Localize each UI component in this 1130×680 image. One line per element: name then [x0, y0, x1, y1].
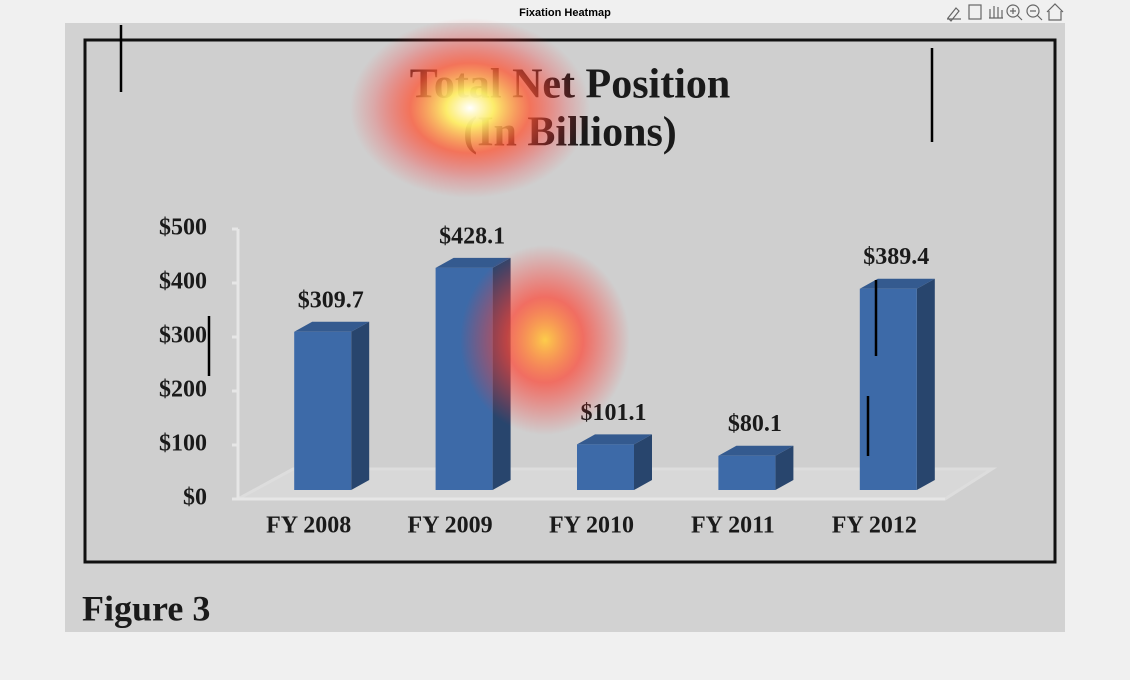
- caption: Figure 3: [82, 588, 210, 628]
- y-tick-label: $0: [183, 485, 207, 511]
- bar-side: [351, 321, 370, 490]
- edit-tool[interactable]: [947, 7, 961, 22]
- x-tick-label: FY 2008: [266, 513, 351, 539]
- pan-tool[interactable]: [989, 6, 1003, 19]
- bar: [718, 455, 776, 490]
- y-tick-label: $500: [159, 215, 207, 241]
- y-tick-label: $100: [159, 431, 207, 457]
- insert-legend-tool[interactable]: [968, 4, 982, 20]
- value-label: $80.1: [728, 411, 782, 437]
- gaze-traces: [119, 25, 934, 456]
- bar-side: [775, 445, 794, 490]
- bar-top: [718, 445, 794, 456]
- fixation-heatmap: [350, 18, 630, 435]
- toolbar: [947, 3, 1064, 22]
- x-tick-label: FY 2011: [691, 513, 775, 539]
- y-tick-label: $400: [159, 269, 207, 295]
- bar-top: [294, 321, 370, 332]
- y-tick-label: $200: [159, 377, 207, 403]
- zoom-out-tool[interactable]: [1026, 4, 1043, 21]
- y-tick-label: $300: [159, 323, 207, 349]
- x-tick-label: FY 2012: [832, 513, 917, 539]
- bar: [577, 444, 634, 490]
- window-title: Fixation Heatmap: [519, 7, 611, 19]
- x-tick-label: FY 2009: [408, 513, 493, 539]
- zoom-in-tool[interactable]: [1006, 4, 1023, 21]
- bar: [294, 331, 352, 490]
- home-tool[interactable]: [1046, 3, 1064, 21]
- value-label: $428.1: [439, 223, 505, 249]
- bar: [859, 288, 917, 490]
- bar-top: [435, 257, 511, 268]
- value-label: $389.4: [863, 244, 929, 270]
- bar-top: [577, 434, 652, 445]
- bar-side: [916, 278, 935, 490]
- bar-top: [859, 278, 935, 289]
- x-tick-label: FY 2010: [549, 513, 634, 539]
- bar-side: [634, 434, 652, 490]
- value-label: $309.7: [298, 287, 364, 313]
